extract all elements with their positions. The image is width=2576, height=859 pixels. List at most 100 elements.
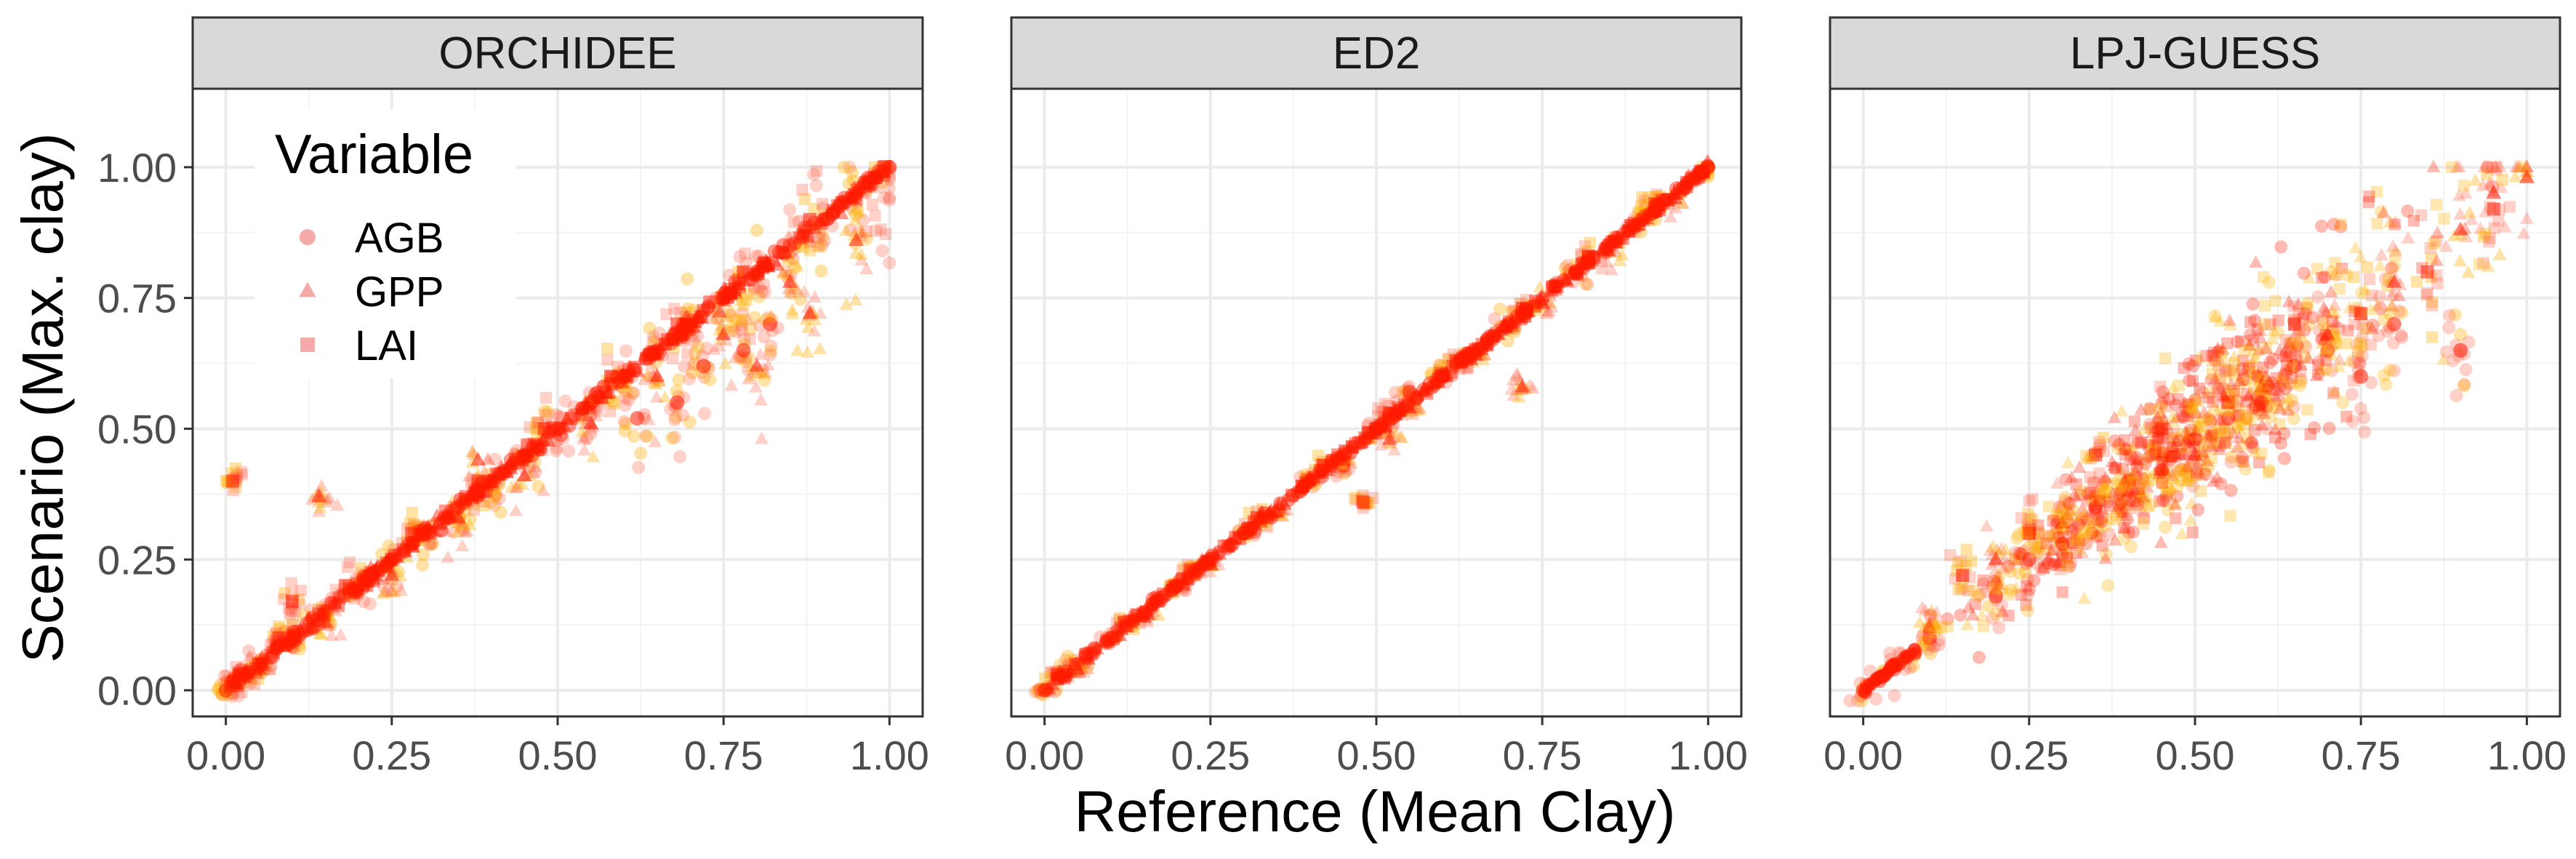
data-point-lai (742, 288, 754, 300)
data-point-core (459, 492, 473, 506)
data-point-lai (875, 223, 887, 236)
data-point-core (695, 311, 709, 324)
data-point-agb (649, 356, 662, 369)
data-point-lai (869, 161, 881, 173)
data-point-lai (857, 188, 870, 200)
data-point-core (491, 466, 507, 481)
data-point-core (575, 408, 589, 421)
data-point-gpp (330, 498, 345, 511)
data-point-core (637, 347, 653, 361)
data-point-cloud (2457, 179, 2470, 192)
data-point-core (470, 489, 485, 504)
data-point-core (532, 442, 547, 457)
data-point-agb (643, 321, 657, 335)
data-point-cloud (2336, 396, 2350, 409)
data-point-cloud (2278, 452, 2291, 466)
data-point-lai (297, 610, 310, 622)
data-point-core (1084, 646, 1098, 660)
data-point-lai (803, 212, 816, 226)
data-point-core (642, 350, 656, 363)
data-point-gpp (322, 490, 337, 503)
data-point-agb (735, 314, 749, 328)
data-point-agb (488, 452, 502, 466)
data-point-cloud (2116, 462, 2130, 476)
data-point-core (723, 287, 737, 301)
data-point-gpp (458, 524, 473, 538)
data-point-cloud (2480, 160, 2494, 174)
data-point-lai (680, 306, 692, 319)
data-point-core (826, 204, 840, 217)
data-point-lai (1960, 543, 1973, 556)
x-tick-label: 0.00 (1005, 732, 1084, 778)
data-point-core (553, 421, 566, 435)
data-point-cloud (2117, 532, 2131, 546)
data-point-cloud (2002, 559, 2015, 573)
data-point-cloud (2379, 377, 2393, 391)
data-point-core (378, 554, 394, 568)
data-point-core (678, 319, 694, 333)
data-point-lai (286, 618, 298, 631)
data-point-core (697, 303, 710, 317)
data-point-core (437, 509, 452, 524)
data-point-core (229, 678, 245, 692)
data-point-agb (859, 232, 873, 246)
data-point-lai (2364, 338, 2377, 351)
x-tick-label: 0.75 (2322, 732, 2401, 778)
data-point-gpp (515, 477, 529, 490)
data-point-agb (1568, 264, 1583, 279)
data-point-agb (558, 394, 572, 408)
data-point-core (310, 612, 325, 628)
data-point-lai (869, 209, 881, 222)
data-point-cloud (1977, 574, 1989, 587)
data-point-core (556, 417, 572, 432)
data-point-agb (686, 303, 700, 317)
data-point-core (1696, 164, 1711, 180)
data-point-gpp (1070, 660, 1086, 675)
x-tick-label: 0.25 (1171, 732, 1250, 778)
data-point-core (869, 169, 884, 184)
data-point-gpp (591, 404, 606, 417)
data-point-agb (304, 603, 318, 617)
data-point-cloud (2348, 305, 2361, 317)
data-point-agb (1581, 277, 1594, 291)
data-point-core (778, 244, 794, 259)
data-point-agb (1634, 212, 1650, 227)
data-point-core (1301, 473, 1315, 487)
data-point-gpp (481, 452, 494, 465)
data-point-gpp (455, 538, 470, 551)
data-point-core (370, 559, 385, 572)
data-point-gpp (641, 412, 656, 425)
data-point-core (397, 544, 412, 559)
data-point-agb (747, 280, 761, 294)
data-point-core (797, 224, 812, 239)
data-point-cloud (2238, 344, 2250, 356)
data-point-core (273, 637, 288, 652)
data-point-core (564, 412, 578, 425)
data-point-core (857, 175, 872, 189)
data-point-lai (539, 391, 552, 404)
data-point-gpp (320, 495, 334, 508)
data-point-core (511, 456, 525, 470)
data-point-gpp (782, 229, 795, 242)
data-point-core (317, 608, 331, 622)
data-point-core (476, 484, 490, 498)
data-point-lai (603, 381, 616, 393)
data-point-gpp (465, 445, 480, 458)
data-point-agb (489, 489, 503, 502)
data-point-cloud (2301, 404, 2314, 416)
points-orchidee (211, 159, 897, 703)
data-point-core (269, 640, 284, 655)
data-point-core (487, 470, 503, 484)
data-point-agb (1059, 653, 1072, 667)
data-point-core (362, 570, 376, 584)
data-point-core (787, 236, 802, 251)
data-point-gpp (637, 372, 651, 385)
data-point-agb (875, 244, 889, 257)
data-point-gpp (781, 265, 795, 278)
data-point-gpp (377, 584, 392, 597)
data-point-cloud (2195, 485, 2207, 498)
data-point-core (401, 536, 417, 551)
data-point-core (423, 526, 437, 540)
data-point-agb (284, 631, 300, 646)
data-point-core (1876, 669, 1890, 683)
